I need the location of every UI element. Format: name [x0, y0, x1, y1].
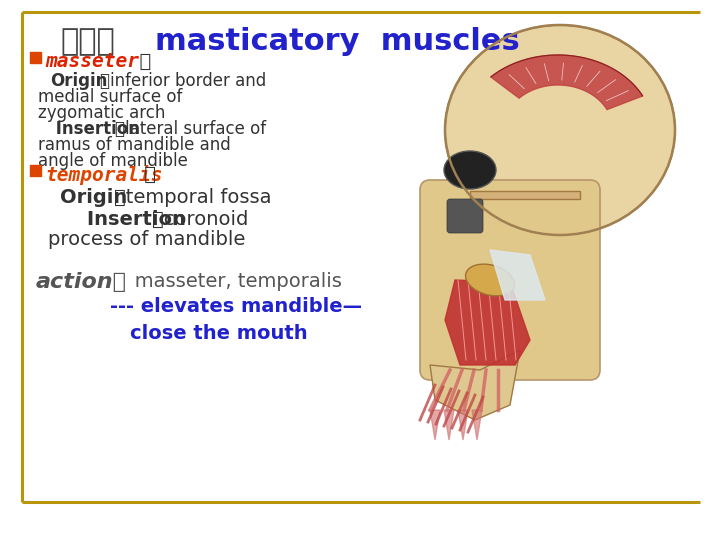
Text: －coronoid: －coronoid — [152, 210, 248, 229]
Text: （二）: （二） — [60, 27, 114, 56]
Text: zygomatic arch: zygomatic arch — [38, 104, 166, 122]
Text: masseter, temporalis: masseter, temporalis — [116, 272, 342, 291]
Polygon shape — [490, 250, 545, 300]
Text: ：: ： — [127, 52, 151, 71]
Polygon shape — [472, 410, 482, 440]
Ellipse shape — [466, 264, 515, 296]
Text: masseter: masseter — [45, 52, 139, 71]
Text: temporalis: temporalis — [45, 165, 163, 185]
Polygon shape — [445, 280, 530, 365]
FancyArrow shape — [470, 191, 580, 199]
Bar — [30, 52, 41, 63]
Polygon shape — [458, 410, 468, 440]
Text: Insertion: Insertion — [60, 210, 186, 229]
Text: close the mouth: close the mouth — [130, 324, 307, 343]
Text: ramus of mandible and: ramus of mandible and — [38, 136, 230, 154]
Ellipse shape — [445, 25, 675, 235]
Polygon shape — [430, 410, 440, 440]
Polygon shape — [491, 55, 643, 110]
Ellipse shape — [444, 151, 496, 189]
Text: Origin: Origin — [50, 72, 107, 90]
Text: －temporal fossa: －temporal fossa — [114, 188, 271, 207]
Text: angle of mandible: angle of mandible — [38, 152, 188, 170]
Text: －inferior border and: －inferior border and — [100, 72, 266, 90]
Polygon shape — [430, 350, 520, 420]
Text: --- elevates mandible—: --- elevates mandible— — [110, 297, 362, 316]
Text: ：: ： — [138, 165, 156, 184]
Text: medial surface of: medial surface of — [38, 88, 182, 106]
Polygon shape — [444, 410, 454, 440]
FancyBboxPatch shape — [447, 199, 483, 233]
Text: Origin: Origin — [60, 188, 127, 207]
Text: Insertion: Insertion — [50, 120, 140, 138]
Text: process of mandible: process of mandible — [48, 230, 246, 249]
Text: －lateral surface of: －lateral surface of — [115, 120, 266, 138]
FancyBboxPatch shape — [420, 180, 600, 380]
Bar — [30, 165, 41, 176]
Text: masticatory  muscles: masticatory muscles — [155, 27, 520, 56]
Text: action：: action： — [36, 272, 127, 292]
